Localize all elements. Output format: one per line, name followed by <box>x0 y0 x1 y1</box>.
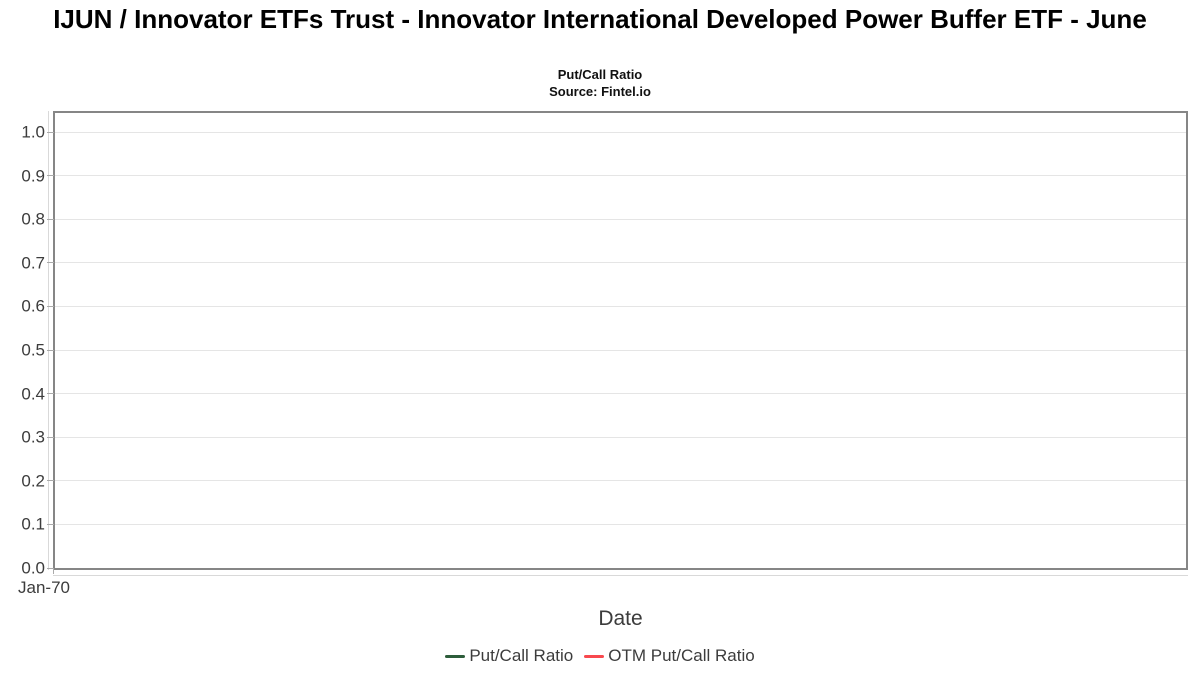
y-tick-0.0 <box>47 567 54 569</box>
y-tick-label-0.5: 0.5 <box>21 340 45 360</box>
y-tick-0.3 <box>47 436 54 438</box>
y-tick-label-0.9: 0.9 <box>21 166 45 186</box>
gridline-y-0.5 <box>55 349 1186 351</box>
y-tick-label-0.6: 0.6 <box>21 296 45 316</box>
y-tick-label-0.7: 0.7 <box>21 253 45 273</box>
otm-put-call-ratio-line-swatch-icon <box>584 654 605 658</box>
y-tick-0.7 <box>47 262 54 264</box>
chart-title: IJUN / Innovator ETFs Trust - Innovator … <box>53 4 1147 34</box>
legend-label-otm-put-call-ratio: OTM Put/Call Ratio <box>608 646 755 665</box>
chart-source: Source: Fintel.io <box>549 84 651 99</box>
legend-item-otm-put-call-ratio[interactable]: OTM Put/Call Ratio <box>584 646 755 666</box>
chart-legend: Put/Call Ratio OTM Put/Call Ratio <box>0 646 1200 666</box>
y-tick-0.2 <box>47 480 54 482</box>
y-tick-label-0.1: 0.1 <box>21 514 45 534</box>
y-tick-0.9 <box>47 175 54 177</box>
y-tick-0.6 <box>47 305 54 307</box>
y-tick-label-0.3: 0.3 <box>21 427 45 447</box>
gridline-y-0.8 <box>55 218 1186 220</box>
y-tick-1.0 <box>47 131 54 133</box>
chart-subtitle: Put/Call Ratio <box>557 67 643 82</box>
y-tick-0.5 <box>47 349 54 351</box>
put-call-ratio-line-swatch-icon <box>445 654 466 658</box>
gridline-y-0.4 <box>55 393 1186 395</box>
gridline-y-0.7 <box>55 262 1186 264</box>
plot-area: 0.0 0.1 0.2 0.3 0.4 0.5 0.6 0.7 0.8 0.9 1.0 <box>21 111 1188 577</box>
legend-label-put-call-ratio: Put/Call Ratio <box>469 646 574 665</box>
gridline-y-0.2 <box>55 480 1186 482</box>
y-tick-0.4 <box>47 393 54 395</box>
y-tick-label-0.4: 0.4 <box>21 384 45 404</box>
gridline-y-0.1 <box>55 523 1186 525</box>
gridline-y-0.3 <box>55 436 1186 438</box>
x-axis-tick-line <box>53 575 1188 576</box>
legend-item-put-call-ratio[interactable]: Put/Call Ratio <box>445 646 573 666</box>
y-tick-0.1 <box>47 523 54 525</box>
x-axis-tick <box>53 568 54 574</box>
x-tick-label: Jan-70 <box>18 578 70 597</box>
y-tick-label-0.2: 0.2 <box>21 471 45 491</box>
x-axis-title: Date <box>598 607 643 630</box>
y-tick-label-1.0: 1.0 <box>21 122 45 142</box>
gridline-y-0.9 <box>55 175 1186 177</box>
y-axis-tick-line <box>48 111 49 570</box>
gridline-y-1.0 <box>55 131 1186 133</box>
y-tick-0.8 <box>47 218 54 220</box>
y-tick-label-0.8: 0.8 <box>21 209 45 229</box>
y-tick-label-0.0: 0.0 <box>21 558 45 578</box>
gridline-y-0.6 <box>55 305 1186 307</box>
